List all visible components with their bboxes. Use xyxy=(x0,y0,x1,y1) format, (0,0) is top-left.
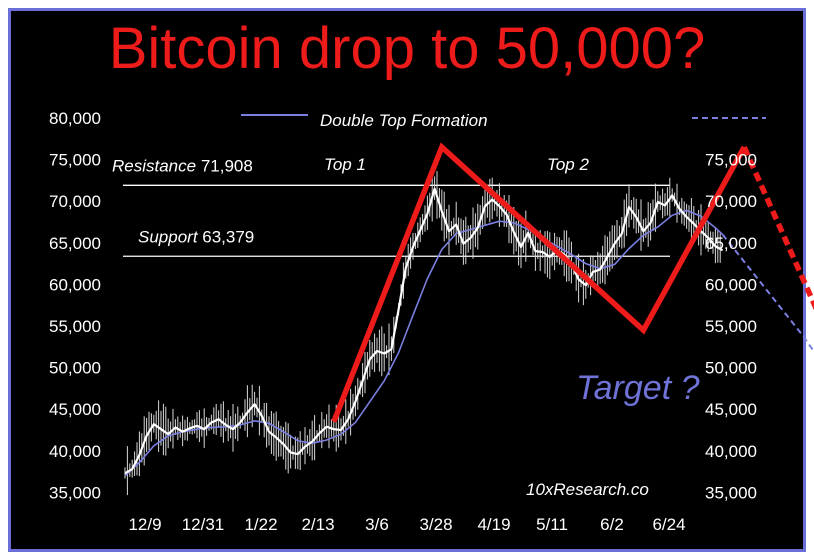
y-tick-left: 50,000 xyxy=(49,359,101,378)
target-projection-line xyxy=(741,146,814,311)
y-tick-left: 40,000 xyxy=(49,442,101,461)
level-name: Resistance xyxy=(112,156,201,175)
y-tick-right: 60,000 xyxy=(705,275,757,294)
axis-layer: 80,000 75,000 70,000 65,000 60,000 55,000 50,0… xyxy=(49,109,757,534)
y-tick-right: 75,000 xyxy=(705,151,757,170)
y-tick-left: 60,000 xyxy=(49,275,101,294)
x-tick: 2/13 xyxy=(301,515,334,534)
candles-layer xyxy=(124,169,721,496)
chart-title: Bitcoin drop to 50,000? xyxy=(108,16,706,81)
annotation-target: Target ? xyxy=(576,369,700,407)
level-value: 71,908 xyxy=(201,156,253,175)
double-top-pattern xyxy=(331,142,747,423)
level-value: 63,379 xyxy=(202,227,254,246)
legend-label: Double Top Formation xyxy=(320,111,488,130)
y-tick-left: 80,000 xyxy=(49,109,101,128)
price-line xyxy=(124,187,724,475)
x-tick: 3/6 xyxy=(365,515,389,534)
x-tick: 4/19 xyxy=(477,515,510,534)
y-tick-left: 45,000 xyxy=(49,400,101,419)
x-tick: 6/2 xyxy=(600,515,624,534)
y-tick-left: 35,000 xyxy=(49,483,101,502)
x-tick: 12/9 xyxy=(128,515,161,534)
x-tick: 6/24 xyxy=(652,515,685,534)
moving-average-line xyxy=(124,209,724,477)
moving-average-projection xyxy=(721,233,814,354)
y-tick-right: 70,000 xyxy=(705,192,757,211)
y-tick-left: 75,000 xyxy=(49,151,101,170)
y-tick-right: 40,000 xyxy=(705,442,757,461)
annotation-top-2: Top 2 xyxy=(547,155,589,174)
annotation-top-1: Top 1 xyxy=(324,155,366,174)
x-tick: 5/11 xyxy=(536,515,568,534)
level-label-resistance: Resistance 71,908 xyxy=(112,156,253,175)
y-tick-right: 55,000 xyxy=(705,317,757,336)
pattern-layer xyxy=(331,142,814,423)
y-tick-left: 70,000 xyxy=(49,192,101,211)
level-label-support: Support 63,379 xyxy=(138,227,254,246)
moving-average-layer xyxy=(124,209,814,477)
y-tick-right: 45,000 xyxy=(705,400,757,419)
x-tick: 3/28 xyxy=(419,515,452,534)
level-name: Support xyxy=(138,227,202,246)
y-tick-left: 55,000 xyxy=(49,317,101,336)
y-tick-right: 50,000 xyxy=(705,359,757,378)
y-tick-right: 35,000 xyxy=(705,483,757,502)
x-tick: 1/22 xyxy=(244,515,277,534)
y-tick-left: 65,000 xyxy=(49,234,101,253)
x-tick: 12/31 xyxy=(182,515,225,534)
annotation-source: 10xResearch.co xyxy=(526,480,649,499)
y-tick-right: 65,000 xyxy=(705,234,757,253)
annotation-layer: Double Top Formation Top 1 Top 2 Target ? 10… xyxy=(241,111,766,499)
price-layer xyxy=(124,187,724,475)
